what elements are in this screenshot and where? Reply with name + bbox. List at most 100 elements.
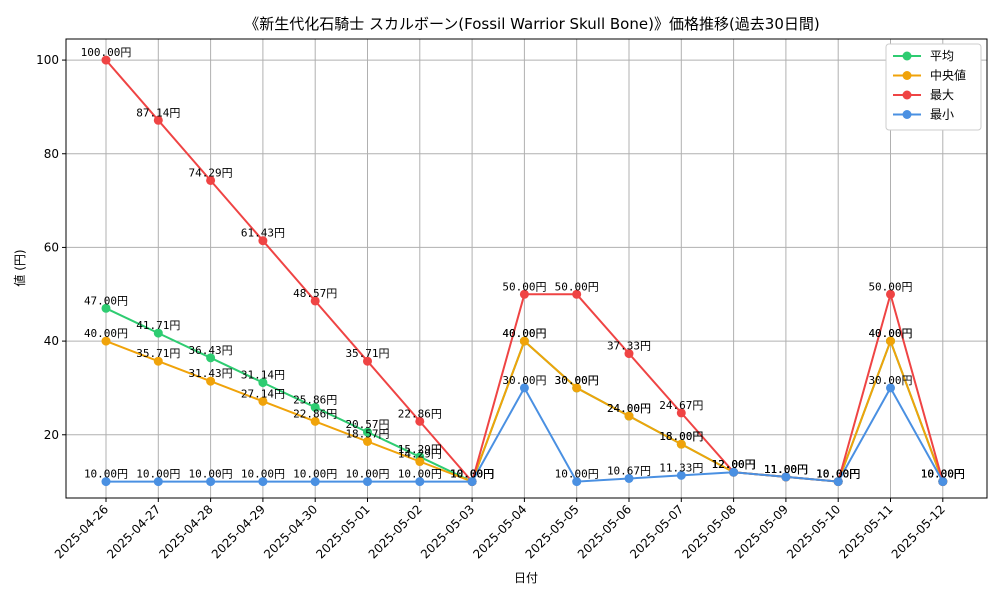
data-label: 36.43円 [189, 344, 233, 357]
data-labels: 47.00円 41.71円 36.43円 31.14円 25.86円 20.57円 15.2… [81, 46, 965, 481]
data-label: 11.33円 [659, 461, 703, 474]
data-point [206, 353, 216, 363]
data-label: 11.00円 [764, 463, 808, 476]
data-label: 47.00円 [84, 294, 128, 307]
data-label: 50.00円 [868, 280, 912, 293]
data-point [781, 472, 791, 482]
data-point [363, 356, 372, 366]
data-point [624, 349, 634, 359]
data-label: 18.57円 [345, 427, 389, 440]
data-point [206, 175, 216, 185]
data-label: 30.00円 [502, 374, 546, 387]
x-axis-label: 日付 [514, 571, 538, 585]
data-label: 10.00円 [450, 468, 494, 481]
data-label: 10.00円 [345, 468, 389, 481]
y-tick-label: 20 [44, 428, 59, 442]
data-label: 100.00円 [81, 46, 132, 59]
x-tick-label: 2025-05-10 [784, 502, 843, 561]
data-point [310, 477, 320, 487]
data-point [206, 477, 216, 487]
data-label: 10.00円 [816, 468, 860, 481]
data-label: 14.29円 [398, 448, 442, 461]
data-label: 25.86円 [293, 393, 337, 406]
data-point [258, 236, 268, 246]
data-label: 40.00円 [502, 327, 546, 340]
x-tick-label: 2025-05-01 [313, 502, 372, 561]
data-label: 10.00円 [921, 468, 965, 481]
data-label: 12.00円 [712, 458, 756, 471]
data-point [258, 477, 268, 487]
y-axis-label: 値 (円) [12, 249, 27, 286]
data-label: 10.00円 [398, 468, 442, 481]
data-point [467, 477, 477, 487]
data-label: 74.29円 [189, 166, 233, 179]
legend-box [885, 43, 982, 131]
data-label: 41.71円 [136, 319, 180, 332]
data-label: 40.00円 [868, 327, 912, 340]
data-label: 10.00円 [816, 468, 860, 481]
data-label: 18.00円 [659, 430, 703, 443]
data-label: 87.14円 [136, 106, 180, 119]
chart-title: 《新生代化石騎士 スカルボーン(Fossil Warrior Skull Bon… [244, 15, 820, 33]
data-label: 40.00円 [502, 327, 546, 340]
legend-label: 最大 [930, 88, 954, 102]
data-point [519, 383, 529, 393]
data-label: 10.00円 [84, 468, 128, 481]
data-point [676, 470, 686, 480]
data-label: 10.00円 [450, 468, 494, 481]
data-point [624, 473, 634, 483]
data-point [729, 467, 739, 477]
data-label: 50.00円 [555, 280, 599, 293]
data-label: 10.00円 [555, 468, 599, 481]
data-point [101, 336, 111, 346]
x-tick-label: 2025-04-30 [261, 502, 320, 561]
x-tick-label: 2025-04-27 [104, 502, 163, 561]
data-label: 10.00円 [241, 468, 285, 481]
data-label: 30.00円 [555, 374, 599, 387]
data-point [363, 427, 372, 437]
data-point [153, 115, 163, 125]
data-point [310, 296, 320, 306]
data-label: 11.00円 [764, 463, 808, 476]
legend-label: 最小 [930, 108, 954, 122]
data-label: 24.00円 [607, 402, 651, 415]
data-point [676, 439, 686, 449]
legend-label: 中央値 [930, 68, 966, 83]
plot-frame [65, 38, 988, 499]
data-label: 48.57円 [293, 287, 337, 300]
data-label: 35.71円 [345, 347, 389, 360]
x-tick-label: 2025-05-06 [575, 502, 634, 561]
data-label: 12.00円 [712, 458, 756, 471]
data-point [886, 336, 895, 346]
data-label: 30.00円 [555, 374, 599, 387]
data-label: 10.00円 [450, 468, 494, 481]
data-label: 10.00円 [136, 468, 180, 481]
data-point [676, 408, 686, 418]
data-label: 20.57円 [345, 418, 389, 431]
data-point [833, 477, 843, 487]
data-point [886, 289, 895, 299]
data-label: 22.86円 [293, 407, 337, 420]
x-tick-label: 2025-05-07 [627, 502, 686, 561]
data-point [153, 328, 163, 338]
data-label: 10.00円 [921, 468, 965, 481]
data-label: 10.00円 [816, 468, 860, 481]
data-label: 24.00円 [607, 402, 651, 415]
data-point [415, 477, 425, 487]
data-label: 10.00円 [293, 468, 337, 481]
data-label: 12.00円 [712, 458, 756, 471]
y-tick-label: 60 [44, 240, 59, 254]
y-tick-label: 40 [44, 334, 59, 348]
data-label: 27.14円 [241, 387, 285, 400]
legend-marker [902, 71, 912, 80]
data-label: 31.43円 [189, 367, 233, 380]
series-layer [101, 55, 948, 487]
data-point [624, 411, 634, 421]
x-tick-label: 2025-05-04 [470, 502, 529, 561]
data-label: 18.00円 [659, 430, 703, 443]
data-label: 35.71円 [136, 347, 180, 360]
data-point [101, 477, 111, 487]
data-point [206, 376, 216, 386]
data-point [415, 416, 425, 426]
